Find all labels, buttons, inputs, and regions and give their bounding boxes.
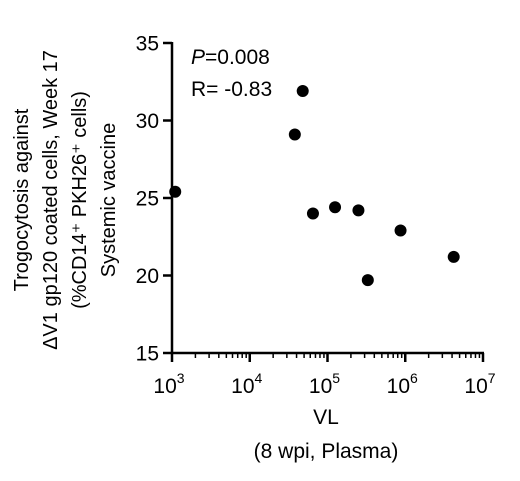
data-point bbox=[447, 250, 460, 263]
data-point bbox=[394, 224, 407, 237]
y-tick-label: 25 bbox=[136, 188, 159, 211]
x-tick-label: 103 bbox=[153, 370, 184, 398]
y-axis: 15 20 25 30 35 bbox=[136, 33, 174, 366]
y-axis-label-line-4: Systemic vaccine bbox=[98, 123, 120, 278]
data-point bbox=[352, 204, 365, 217]
data-point bbox=[306, 207, 319, 220]
y-axis-label: Trogocytosis against ΔV1 gp120 coated ce… bbox=[11, 50, 120, 350]
y-tick-label: 20 bbox=[136, 265, 159, 288]
data-point bbox=[169, 185, 182, 198]
p-label: P bbox=[191, 46, 205, 69]
p-value: =0.008 bbox=[205, 46, 270, 69]
x-tick-label: 104 bbox=[231, 370, 262, 398]
data-point bbox=[296, 85, 309, 98]
y-tick-label: 30 bbox=[136, 110, 159, 133]
x-axis: 103 104 105 106 107 bbox=[153, 351, 496, 398]
data-point bbox=[361, 274, 374, 287]
x-tick-label: 107 bbox=[464, 370, 495, 398]
p-value-annotation: P=0.008 bbox=[191, 46, 270, 69]
y-axis-label-line-3: (%CD14⁺ PKH26⁺ cells) bbox=[69, 91, 91, 309]
r-annotation: R= -0.83 bbox=[191, 78, 272, 101]
y-axis-label-line-2: ΔV1 gp120 coated cells, Week 17 bbox=[40, 50, 62, 350]
data-point bbox=[288, 128, 301, 141]
data-points bbox=[169, 85, 460, 287]
x-axis-label-sub: (8 wpi, Plasma) bbox=[254, 440, 399, 463]
y-tick-label: 15 bbox=[136, 343, 159, 366]
data-point bbox=[329, 201, 342, 214]
y-axis-label-line-1: Trogocytosis against bbox=[11, 108, 33, 291]
y-tick-label: 35 bbox=[136, 33, 159, 56]
x-axis-label: VL bbox=[313, 406, 339, 429]
x-tick-label: 106 bbox=[387, 370, 418, 398]
x-tick-label: 105 bbox=[309, 370, 340, 398]
